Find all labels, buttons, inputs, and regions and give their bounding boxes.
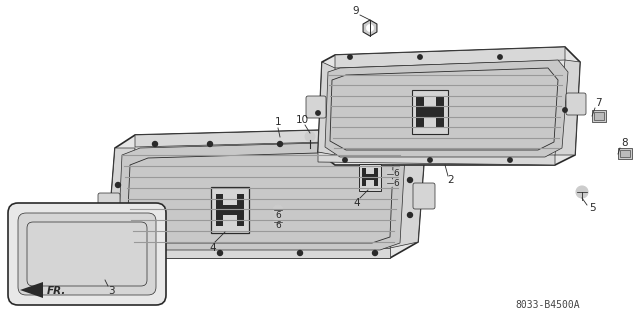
Polygon shape	[325, 60, 568, 157]
Polygon shape	[335, 47, 565, 68]
Bar	[436, 97, 444, 127]
Text: 5: 5	[589, 203, 595, 213]
Text: 6: 6	[393, 179, 399, 188]
Text: 10: 10	[296, 115, 308, 125]
Circle shape	[348, 142, 353, 146]
Bar	[359, 164, 381, 190]
FancyBboxPatch shape	[18, 213, 156, 295]
FancyBboxPatch shape	[98, 193, 120, 219]
Circle shape	[218, 250, 223, 256]
Circle shape	[408, 212, 413, 218]
FancyBboxPatch shape	[306, 96, 326, 118]
Circle shape	[508, 158, 512, 162]
Circle shape	[386, 170, 394, 178]
Text: 6: 6	[275, 221, 281, 231]
Circle shape	[372, 250, 378, 256]
Bar	[594, 112, 604, 120]
Text: 1: 1	[275, 117, 282, 127]
Bar	[424, 107, 436, 117]
Circle shape	[298, 250, 303, 256]
Bar	[237, 194, 244, 226]
Bar	[374, 167, 378, 186]
Circle shape	[207, 142, 212, 146]
Bar	[618, 148, 632, 159]
Circle shape	[563, 108, 567, 112]
Polygon shape	[555, 60, 580, 155]
FancyBboxPatch shape	[413, 183, 435, 209]
Polygon shape	[318, 47, 580, 165]
Circle shape	[115, 212, 120, 218]
Polygon shape	[318, 152, 555, 165]
Circle shape	[145, 250, 150, 256]
Circle shape	[428, 158, 432, 162]
FancyBboxPatch shape	[566, 93, 586, 115]
Text: 4: 4	[354, 198, 360, 208]
Polygon shape	[128, 248, 390, 258]
Circle shape	[386, 179, 394, 187]
Polygon shape	[118, 141, 405, 250]
Polygon shape	[135, 128, 405, 147]
FancyBboxPatch shape	[8, 203, 166, 305]
Circle shape	[273, 217, 283, 227]
Text: 6: 6	[393, 168, 399, 177]
Bar	[620, 150, 630, 157]
Circle shape	[273, 205, 283, 215]
Polygon shape	[108, 148, 135, 248]
Circle shape	[316, 111, 320, 115]
Circle shape	[408, 177, 413, 182]
Bar	[362, 167, 366, 186]
Circle shape	[576, 186, 588, 198]
Polygon shape	[20, 282, 43, 298]
Bar	[417, 97, 424, 127]
Circle shape	[366, 24, 374, 32]
Polygon shape	[108, 128, 425, 258]
Text: 7: 7	[595, 98, 602, 108]
Circle shape	[348, 55, 352, 59]
Bar	[412, 90, 448, 134]
Text: 4: 4	[210, 243, 216, 253]
Text: 2: 2	[448, 175, 454, 185]
Circle shape	[498, 55, 502, 59]
Circle shape	[278, 142, 282, 146]
Bar	[216, 194, 223, 226]
Text: 8033-B4500A: 8033-B4500A	[516, 300, 580, 310]
Text: FR.: FR.	[47, 286, 67, 296]
Circle shape	[115, 182, 120, 188]
Text: 6: 6	[275, 211, 281, 220]
Text: 3: 3	[108, 286, 115, 296]
Circle shape	[343, 158, 347, 162]
Circle shape	[418, 55, 422, 59]
Bar	[211, 187, 249, 233]
Bar	[366, 174, 374, 180]
Text: 8: 8	[621, 138, 628, 148]
Circle shape	[152, 142, 157, 146]
Text: 9: 9	[353, 6, 359, 16]
Polygon shape	[363, 20, 377, 36]
Polygon shape	[390, 140, 425, 248]
Bar	[223, 205, 237, 215]
Circle shape	[305, 132, 315, 141]
Polygon shape	[318, 62, 335, 155]
Bar	[592, 110, 606, 122]
